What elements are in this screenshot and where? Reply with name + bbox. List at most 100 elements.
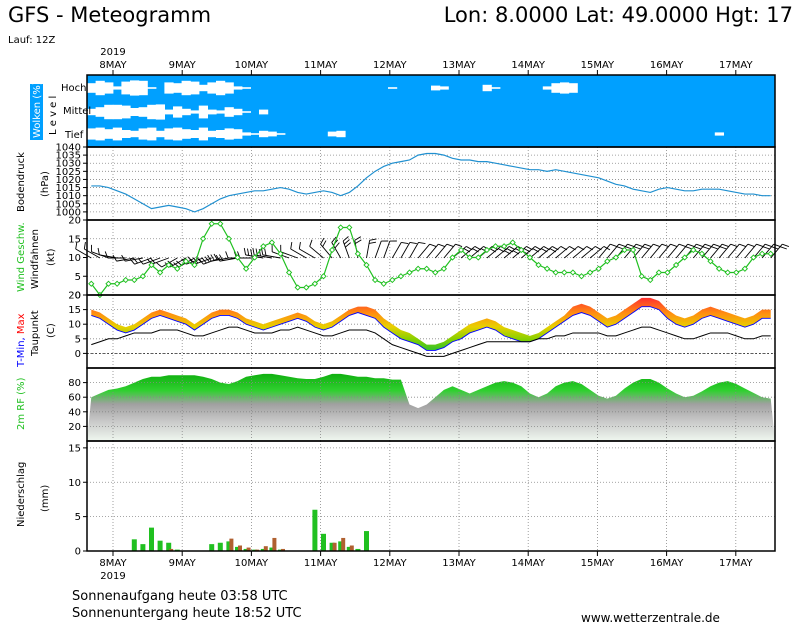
pressure-panel-frame	[86, 146, 776, 221]
wind-speed-point	[139, 273, 147, 280]
wind-speed-point	[500, 243, 508, 250]
mixed-precip-bar	[332, 542, 337, 551]
pressure-tick-label: 1025	[56, 167, 81, 178]
wind-barb-feather	[678, 243, 686, 247]
wind-barb-feather	[215, 254, 221, 262]
cloud-hoch-cell	[190, 81, 200, 95]
cloud-mittel-cell	[112, 104, 122, 120]
wind-barb	[735, 243, 749, 259]
wind-barb-feather	[156, 262, 162, 268]
wind-speed-point	[733, 269, 740, 276]
wind-barb	[744, 243, 757, 259]
cloud-hoch-cell	[112, 86, 122, 90]
humidity-area	[87, 373, 775, 441]
wind-ylabel: Wind Geschw.	[16, 222, 27, 292]
wind-speed-point	[165, 261, 172, 269]
cloud-tief-cell	[173, 127, 183, 141]
day-label-bottom: 8MAY	[99, 558, 127, 569]
wind-ylabel-vanes: Windfahnen	[30, 229, 41, 289]
wind-speed-point	[285, 269, 293, 276]
source-link[interactable]: www.wetterzentrale.de	[581, 611, 720, 625]
wind-speed-line	[90, 223, 771, 296]
wind-barb-feather	[264, 248, 267, 256]
cloud-tief-cell	[121, 130, 131, 138]
wind-barb-feather	[616, 246, 624, 250]
cloud-tief-cell	[233, 129, 243, 139]
temp-tick-label: 0	[75, 349, 81, 360]
temp-ylabel-unit: (C)	[46, 323, 57, 338]
precip-tick-label: 10	[68, 478, 81, 489]
clouds-axis-labels: Wolken (%) L e v e l Hoch Mittel Tief	[30, 81, 91, 141]
wind-barb-feather	[207, 254, 212, 262]
mixed-precip-bar	[229, 538, 234, 551]
cloud-hoch-cell	[87, 83, 97, 93]
wind-speed-point	[440, 265, 448, 272]
day-label-bottom: 17MAY	[719, 558, 753, 569]
cloud-hoch-cell	[121, 81, 131, 95]
cloud-mittel-cell	[233, 108, 243, 116]
wind-barb-feather	[719, 246, 727, 250]
cloud-hoch-cell	[95, 80, 105, 96]
cloud-tief-cell	[198, 127, 208, 141]
wind-barb	[727, 243, 740, 259]
wind-barb	[546, 246, 562, 259]
pressure-tick-label: 1000	[56, 207, 81, 218]
wind-speed-point	[767, 250, 774, 257]
wind-barb-feather	[618, 243, 626, 247]
wind-barb-feather	[429, 243, 437, 247]
wind-barb-feather	[322, 240, 327, 247]
wind-barb-feather	[625, 246, 633, 250]
day-label-top: 15MAY	[581, 60, 615, 71]
wind-speed-point	[604, 258, 611, 265]
wind-speed-point	[225, 235, 233, 242]
wind-speed-point	[328, 246, 336, 254]
cloud-level-tief: Tief	[64, 130, 84, 141]
wind-barb-feather	[762, 246, 770, 250]
wind-speed-point	[509, 239, 516, 246]
day-label-top: 17MAY	[719, 60, 753, 71]
wind-speed-point	[122, 276, 129, 284]
wind-speed-point	[191, 261, 198, 269]
cloud-tief-cell	[224, 128, 234, 140]
cloud-mittel-cell	[138, 107, 148, 117]
mixed-precip-bar	[281, 548, 285, 551]
wind-barb-feather	[782, 243, 790, 247]
wind-speed-point	[182, 258, 190, 265]
cloud-mittel-cell	[216, 110, 226, 114]
wind-speed-point	[561, 269, 568, 276]
wind-speed-point	[655, 269, 663, 276]
wind-barb-feather	[747, 243, 755, 247]
wind-barb-feather	[104, 251, 109, 259]
wind-barb-feather	[455, 243, 463, 247]
wind-speed-point	[105, 280, 112, 287]
wind-speed-point	[475, 254, 482, 261]
rain-bar	[149, 527, 154, 551]
wind-speed-point	[277, 250, 284, 257]
wind-barb	[143, 257, 161, 265]
wind-barb-feather	[213, 253, 218, 261]
cloud-tief-cell	[714, 132, 724, 136]
wind-speed-point	[432, 269, 439, 276]
wind-barb-feather	[438, 243, 446, 247]
wind-barb-feather	[345, 242, 351, 248]
wind-barb	[486, 246, 501, 259]
wind-speed-point	[664, 269, 671, 276]
pressure-ylabel-unit: (hPa)	[40, 171, 51, 197]
wind-speed-point	[621, 246, 628, 254]
wind-barb-feather	[721, 243, 729, 247]
cloud-mittel-cell	[190, 110, 200, 114]
cloud-mittel-cell	[173, 106, 183, 118]
wind-barb	[280, 251, 298, 259]
wind-speed-point	[414, 265, 422, 272]
wind-speed-point	[595, 265, 602, 272]
wind-speed-point	[320, 273, 327, 280]
cloud-tief-cell	[164, 128, 174, 140]
wind-speed-point	[629, 246, 637, 254]
rain-bar	[131, 539, 137, 551]
wind-barb-feather	[409, 241, 417, 244]
wind-barb	[309, 246, 324, 259]
wind-barb-feather	[694, 246, 701, 250]
day-label-bottom: 12MAY	[373, 558, 407, 569]
cloud-hoch-cell	[439, 86, 449, 90]
